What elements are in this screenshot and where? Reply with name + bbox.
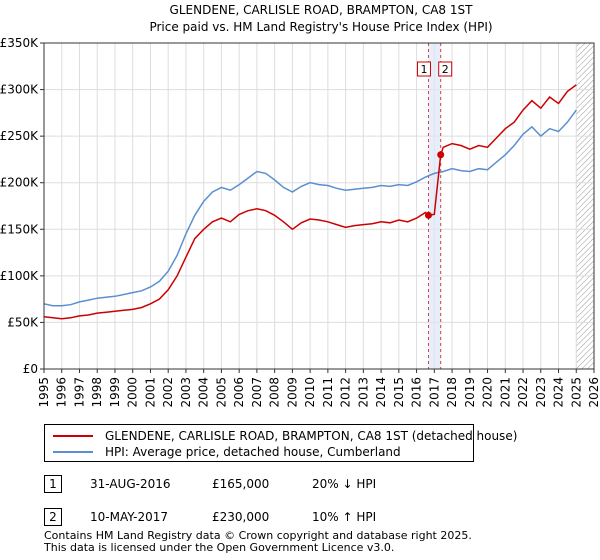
x-tick-label: 2008 — [268, 377, 282, 408]
x-tick-label: 2021 — [498, 377, 512, 408]
sale-number-badge: 2 — [44, 508, 62, 526]
x-tick-label: 2022 — [516, 377, 530, 408]
x-tick-label: 1996 — [55, 377, 69, 408]
x-tick-label: 2005 — [214, 377, 228, 408]
x-tick-label: 2004 — [197, 377, 211, 408]
x-tick-label: 1995 — [37, 377, 51, 408]
x-tick-label: 2006 — [232, 377, 246, 408]
footer-line-1: Contains HM Land Registry data © Crown c… — [44, 529, 472, 542]
y-tick-label: £100K — [0, 269, 39, 283]
legend-swatch-property — [53, 435, 93, 437]
x-tick-label: 2015 — [392, 377, 406, 408]
x-tick-label: 2007 — [250, 377, 264, 408]
x-tick-label: 2016 — [410, 377, 424, 408]
legend-label-property: GLENDENE, CARLISLE ROAD, BRAMPTON, CA8 1… — [105, 429, 518, 443]
chart-title: GLENDENE, CARLISLE ROAD, BRAMPTON, CA8 1… — [170, 3, 474, 17]
x-tick-label: 2019 — [463, 377, 477, 408]
legend: GLENDENE, CARLISLE ROAD, BRAMPTON, CA8 1… — [44, 424, 517, 462]
y-tick-label: £150K — [0, 222, 39, 236]
x-tick-label: 2013 — [356, 377, 370, 408]
hpi-line — [43, 109, 577, 307]
x-tick-label: 2000 — [126, 377, 140, 408]
x-tick-label: 2026 — [587, 377, 600, 408]
x-tick-label: 2017 — [427, 377, 441, 408]
y-tick-label: £350K — [0, 36, 39, 50]
x-tick-label: 2018 — [445, 377, 459, 408]
sale-hpi-change: 10% ↑ HPI — [312, 510, 377, 524]
x-tick-label: 2023 — [534, 377, 548, 408]
sale-label-box — [438, 61, 453, 77]
plot-frame — [43, 42, 595, 370]
sale-label-box — [416, 61, 431, 77]
y-tick-label: £300K — [0, 83, 39, 97]
price-chart: GLENDENE, CARLISLE ROAD, BRAMPTON, CA8 1… — [0, 3, 600, 408]
x-tick-label: 2003 — [179, 377, 193, 408]
sale-label: 1 — [420, 63, 427, 76]
sale-date: 10-MAY-2017 — [90, 510, 169, 524]
sale-number-badge: 1 — [44, 475, 62, 493]
y-tick-label: £0 — [23, 362, 38, 376]
x-tick-label: 2009 — [285, 377, 299, 408]
sale-hpi-change: 20% ↓ HPI — [312, 477, 377, 491]
legend-label-hpi: HPI: Average price, detached house, Cumb… — [105, 445, 401, 459]
sale-price: £230,000 — [212, 510, 270, 524]
footer-attribution: Contains HM Land Registry data © Crown c… — [44, 530, 472, 554]
x-tick-label: 2014 — [374, 377, 388, 408]
legend-swatch-hpi — [53, 451, 93, 453]
sale-point — [437, 151, 445, 159]
y-tick-label: £200K — [0, 176, 39, 190]
x-tick-label: 2010 — [303, 377, 317, 408]
x-tick-label: 1998 — [90, 377, 104, 408]
plot-area — [44, 43, 594, 369]
sale-date: 31-AUG-2016 — [90, 477, 171, 491]
x-tick-label: 2025 — [569, 377, 583, 408]
x-tick-label: 1997 — [72, 377, 86, 408]
x-tick-label: 2002 — [161, 377, 175, 408]
x-tick-label: 2020 — [481, 377, 495, 408]
forecast-hatch — [576, 43, 594, 369]
x-tick-label: 1999 — [108, 377, 122, 408]
sale-price: £165,000 — [212, 477, 270, 491]
x-tick-label: 2012 — [339, 377, 353, 408]
x-tick-label: 2011 — [321, 377, 335, 408]
footer-line-2: This data is licensed under the Open Gov… — [44, 541, 395, 554]
y-tick-label: £50K — [7, 315, 39, 329]
sale-point — [424, 211, 432, 219]
legend-item-property: GLENDENE, CARLISLE ROAD, BRAMPTON, CA8 1… — [53, 428, 517, 444]
legend-item-hpi: HPI: Average price, detached house, Cumb… — [53, 444, 401, 460]
y-tick-label: £250K — [0, 129, 39, 143]
x-tick-label: 2001 — [143, 377, 157, 408]
chart-subtitle: Price paid vs. HM Land Registry's House … — [149, 20, 492, 34]
property-price-line — [43, 84, 577, 320]
x-tick-label: 2024 — [552, 377, 566, 408]
sale-label: 2 — [442, 63, 449, 76]
